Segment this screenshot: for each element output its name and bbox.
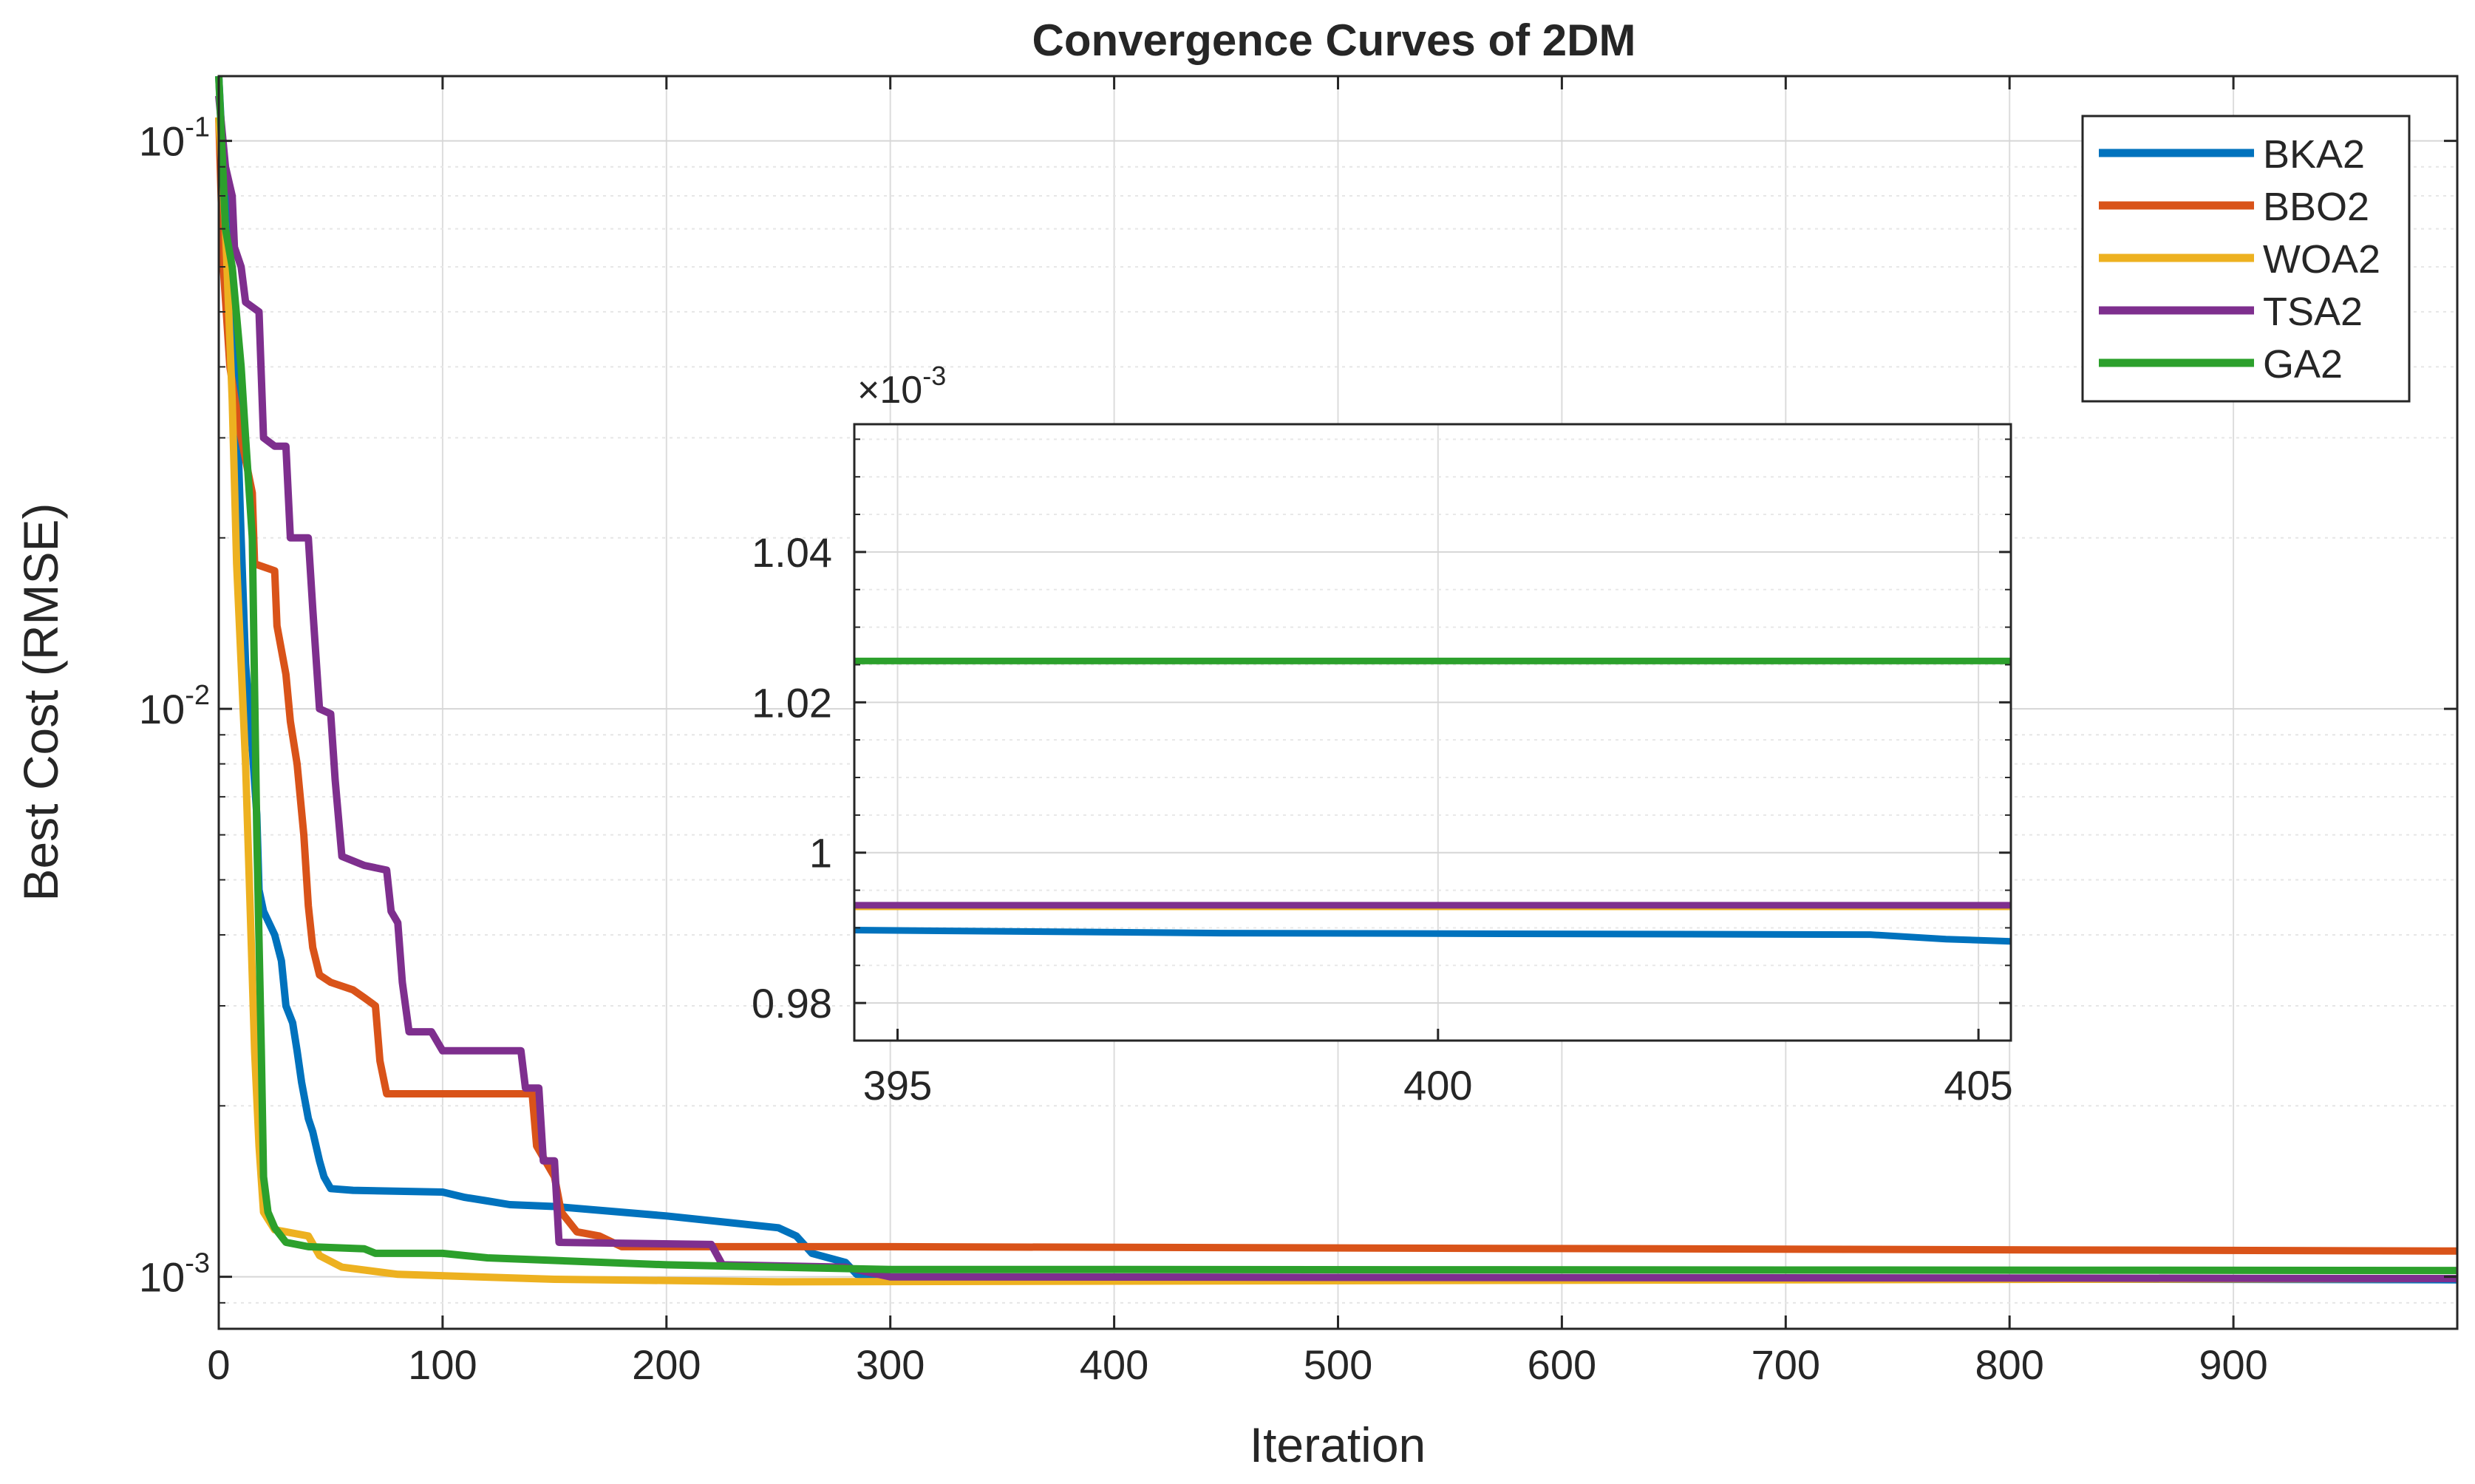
inset-zoom-plot: 395 400 405 0.98 1 1.02 1.04 ×10-3: [752, 361, 2013, 1109]
x-tick-label: 0: [207, 1341, 230, 1388]
y-tick-label: 10-2: [139, 680, 210, 732]
inset-series: [854, 657, 2012, 945]
inset-x-tick-label: 395: [863, 1062, 932, 1109]
x-tick-label: 700: [1751, 1341, 1820, 1388]
series-line-tsa2: [215, 95, 2458, 1282]
x-tick-label: 900: [2199, 1341, 2267, 1388]
inset-y-tick-label: 1: [809, 830, 832, 877]
chart-title: Convergence Curves of 2DM: [1032, 16, 1636, 65]
y-tick-base: 10: [139, 686, 185, 732]
inset-frame: [853, 423, 2012, 1042]
y-tick-exponent: -1: [185, 112, 210, 143]
x-tick-label: 600: [1528, 1341, 1596, 1388]
inset-y-tick-label: 1.02: [752, 679, 832, 726]
legend-label-tsa2: TSA2: [2263, 290, 2363, 334]
series-line-woa2: [215, 117, 2458, 1286]
inset-exponent-label: ×10-3: [857, 361, 946, 412]
inset-y-tick-label: 1.04: [752, 529, 832, 576]
series-line-ga2: [215, 75, 2458, 1275]
x-tick-label: 300: [856, 1341, 925, 1388]
series-line-bka2: [215, 75, 2458, 1284]
x-tick-label: 500: [1304, 1341, 1372, 1388]
y-tick-label: 10-3: [139, 1248, 210, 1301]
y-tick-label: 10-1: [139, 112, 210, 165]
y-tick-exponent: -3: [185, 1248, 210, 1279]
inset-grid: [854, 424, 2011, 1041]
x-tick-label: 100: [408, 1341, 477, 1388]
x-axis-label: Iteration: [1250, 1417, 1426, 1472]
legend-label-bka2: BKA2: [2263, 132, 2365, 177]
legend-label-bbo2: BBO2: [2263, 185, 2369, 229]
y-axis-label: Best Cost (RMSE): [13, 503, 68, 901]
y-tick-base: 10: [139, 118, 185, 165]
y-tick-base: 10: [139, 1254, 185, 1301]
inset-x-tick-label: 400: [1403, 1062, 1472, 1109]
inset-exponent-base: ×10: [857, 369, 922, 412]
inset-y-tick-label: 0.98: [752, 980, 832, 1027]
inset-x-tick-label: 405: [1944, 1062, 2012, 1109]
main-plot-series: [215, 75, 2458, 1286]
x-tick-label: 400: [1080, 1341, 1148, 1388]
x-tick-label: 800: [1975, 1341, 2043, 1388]
y-tick-exponent: -2: [185, 680, 210, 711]
inset-axis-ticks: 395 400 405 0.98 1 1.02 1.04: [752, 438, 2013, 1109]
x-tick-label: 200: [632, 1341, 701, 1388]
legend-label-ga2: GA2: [2263, 342, 2343, 387]
legend: BKA2 BBO2 WOA2 TSA2 GA2: [2081, 115, 2411, 403]
inset-series-line-bka2: [854, 927, 2012, 945]
inset-background: [854, 424, 2011, 1041]
legend-label-woa2: WOA2: [2263, 237, 2380, 282]
inset-exponent-power: -3: [922, 361, 946, 391]
